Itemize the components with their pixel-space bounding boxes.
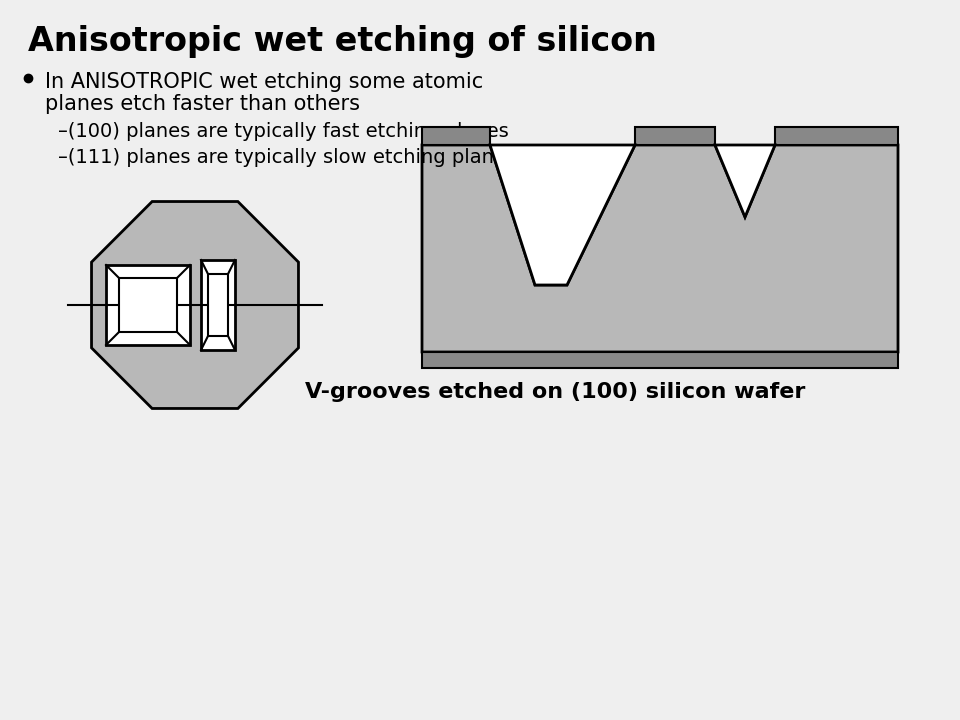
Bar xyxy=(201,260,235,350)
Text: Anisotropic wet etching of silicon: Anisotropic wet etching of silicon xyxy=(28,25,657,58)
Text: –(100) planes are typically fast etching planes: –(100) planes are typically fast etching… xyxy=(58,122,509,141)
Polygon shape xyxy=(422,145,898,352)
Bar xyxy=(635,127,715,145)
Bar xyxy=(106,265,190,345)
Polygon shape xyxy=(91,202,299,408)
Text: In ANISOTROPIC wet etching some atomic: In ANISOTROPIC wet etching some atomic xyxy=(45,72,483,92)
Bar xyxy=(119,278,177,332)
Bar xyxy=(775,127,898,145)
Bar xyxy=(422,127,490,145)
Text: V-grooves etched on (100) silicon wafer: V-grooves etched on (100) silicon wafer xyxy=(305,382,805,402)
Polygon shape xyxy=(490,145,635,285)
Bar xyxy=(208,274,228,336)
Polygon shape xyxy=(715,145,775,217)
Text: planes etch faster than others: planes etch faster than others xyxy=(45,94,360,114)
Text: –(111) planes are typically slow etching planes: –(111) planes are typically slow etching… xyxy=(58,148,516,167)
Bar xyxy=(422,352,898,368)
